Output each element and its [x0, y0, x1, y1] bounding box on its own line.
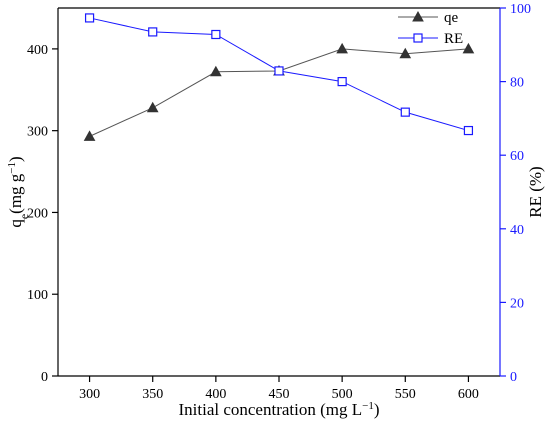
left-y-tick-label: 300 — [27, 125, 48, 140]
x-tick-label: 600 — [458, 387, 479, 402]
right-y-axis-title: RE (%) — [526, 166, 545, 217]
data-point-qe — [399, 47, 412, 59]
data-point-re — [274, 66, 284, 76]
data-point-qe — [336, 42, 348, 54]
legend-label-qe: qe — [444, 10, 459, 26]
data-point-re — [148, 27, 158, 37]
left-y-tick-label: 200 — [27, 206, 48, 221]
x-tick-label: 500 — [332, 387, 353, 402]
x-axis-ticks: 300 350 400 450 500 550 600 — [79, 376, 479, 402]
right-y-axis-ticks: 0 20 40 60 80 100 — [500, 2, 531, 385]
legend-marker-re — [413, 33, 423, 43]
data-point-qe — [146, 101, 159, 113]
left-y-tick-label: 400 — [27, 43, 48, 58]
legend: qe RE — [398, 10, 463, 47]
legend-label-re: RE — [444, 31, 463, 47]
series-layer — [83, 13, 475, 141]
left-y-tick-label: 0 — [41, 370, 48, 385]
data-point-re — [84, 13, 95, 23]
left-y-tick-label: 100 — [27, 288, 48, 303]
data-point-qe — [83, 130, 96, 141]
x-tick-label: 300 — [79, 387, 100, 402]
data-point-re — [463, 125, 474, 136]
data-point-qe — [462, 42, 475, 54]
right-y-tick-label: 20 — [510, 296, 524, 311]
legend-marker-qe — [412, 10, 424, 22]
x-tick-label: 400 — [205, 387, 226, 402]
x-tick-label: 450 — [269, 387, 290, 402]
x-tick-label: 550 — [395, 387, 416, 402]
data-point-re — [337, 76, 347, 87]
right-y-tick-label: 100 — [510, 2, 531, 17]
left-y-axis-ticks: 0 100 200 300 400 — [27, 43, 58, 385]
right-y-tick-label: 0 — [510, 370, 517, 385]
data-point-re — [211, 29, 221, 40]
x-axis-title: Initial concentration (mg L−1) — [178, 400, 379, 419]
right-y-tick-label: 60 — [510, 149, 524, 164]
data-point-re — [400, 107, 410, 117]
x-tick-label: 350 — [142, 387, 163, 402]
data-point-qe — [210, 65, 222, 77]
right-y-tick-label: 80 — [510, 76, 524, 91]
right-y-tick-label: 40 — [510, 223, 524, 238]
